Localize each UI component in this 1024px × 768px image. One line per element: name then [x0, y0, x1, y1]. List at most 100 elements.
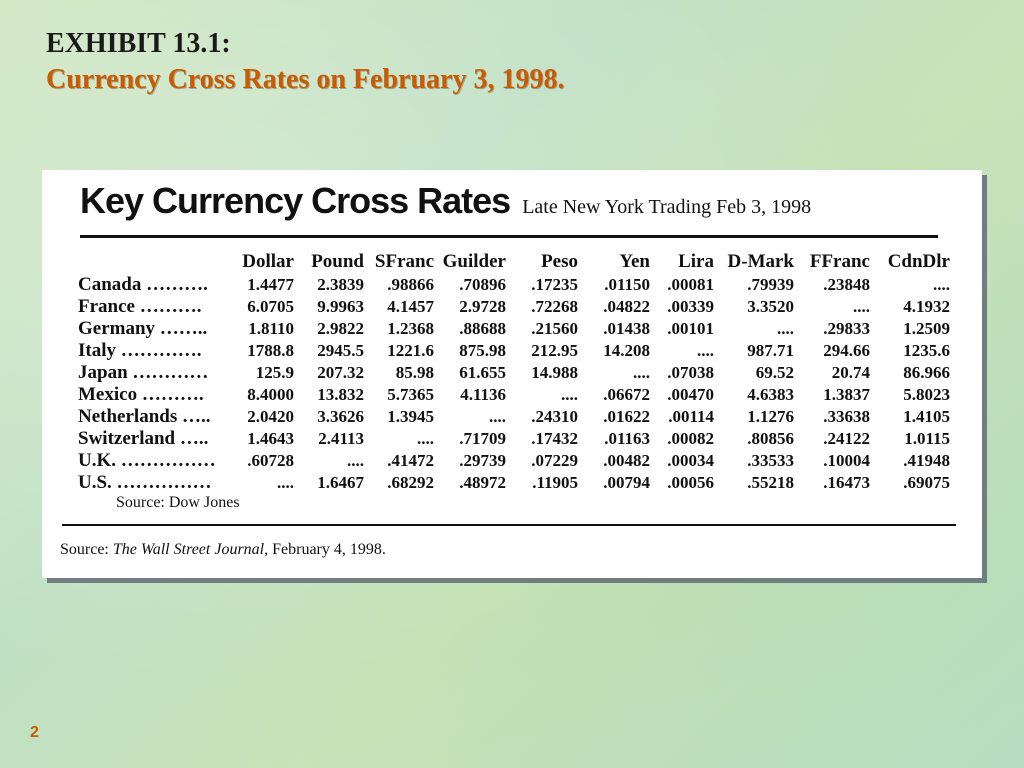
- rate-cell: ....: [561, 385, 578, 404]
- rate-cell: 1.4477: [247, 275, 294, 294]
- table-body: Canada ………. 1.4477 2.3839 .98866 .70896 .1723…: [78, 274, 950, 494]
- rate-cell: .55218: [747, 473, 794, 492]
- exhibit-label: EXHIBIT 13.1:: [46, 28, 231, 59]
- rate-cell: 1.2509: [903, 319, 950, 338]
- rate-cell: 14.988: [531, 363, 578, 382]
- rate-cell: 1.3837: [823, 385, 870, 404]
- rate-cell: .01163: [604, 429, 650, 448]
- table-title: Key Currency Cross Rates: [80, 180, 511, 221]
- top-rule: [80, 235, 938, 238]
- country-cell: Germany ……..: [78, 318, 208, 339]
- table-row: U.S. …………….... 1.6467 .68292 .48972 .11905 .0…: [78, 472, 950, 494]
- rate-cell: ....: [697, 341, 714, 360]
- rate-cell: 5.7365: [387, 385, 434, 404]
- rate-cell: 9.9963: [317, 297, 364, 316]
- rate-cell: 14.208: [603, 341, 650, 360]
- rate-cell: .01438: [603, 319, 650, 338]
- rate-cell: .72268: [531, 297, 578, 316]
- bottom-rule: [62, 524, 956, 526]
- rate-cell: 85.98: [395, 363, 434, 382]
- rate-cell: .48972: [459, 473, 506, 492]
- rate-cell: .23848: [823, 275, 870, 294]
- rate-cell: .68292: [387, 473, 434, 492]
- rate-cell: .04822: [603, 297, 650, 316]
- rate-cell: .06672: [603, 385, 650, 404]
- rate-cell: .24122: [823, 429, 870, 448]
- rate-cell: .00114: [668, 407, 714, 426]
- column-header: CdnDlr: [887, 251, 950, 272]
- cross-rates-table: Dollar Pound SFranc Guilder Peso Yen Lir…: [78, 250, 950, 494]
- rate-cell: 1.0115: [904, 429, 950, 448]
- rate-cell: 5.8023: [903, 385, 950, 404]
- rate-cell: .07229: [531, 451, 578, 470]
- rate-cell: 6.0705: [247, 297, 294, 316]
- rate-cell: .00034: [667, 451, 714, 470]
- table-row: Germany …….. 1.8110 2.9822 1.2368 .88688 .215…: [78, 318, 950, 340]
- table-row: France ………. 6.0705 9.9963 4.1457 2.9728 .7226…: [78, 296, 950, 318]
- source-publication: The Wall Street Journal,: [112, 541, 269, 558]
- rate-cell: .33533: [747, 451, 794, 470]
- rate-cell: .98866: [387, 275, 434, 294]
- rate-cell: .00482: [603, 451, 650, 470]
- rate-cell: .07038: [667, 363, 714, 382]
- rate-cell: 1.8110: [248, 319, 294, 338]
- rate-cell: 86.966: [903, 363, 950, 382]
- rate-cell: 212.95: [531, 341, 578, 360]
- rate-cell: 1788.8: [247, 341, 294, 360]
- rate-cell: .17432: [531, 429, 578, 448]
- rate-cell: .00056: [667, 473, 714, 492]
- rate-cell: ....: [277, 473, 294, 492]
- column-header: FFranc: [809, 251, 870, 272]
- rate-cell: 1221.6: [387, 341, 434, 360]
- rate-cell: .71709: [459, 429, 506, 448]
- column-header: Guilder: [442, 251, 506, 272]
- corner-cell: [78, 250, 234, 274]
- rate-cell: 2945.5: [317, 341, 364, 360]
- country-cell: U.S. ……………: [78, 472, 212, 493]
- column-header: SFranc: [374, 251, 434, 272]
- exhibit-subtitle: Currency Cross Rates on February 3, 1998…: [46, 64, 565, 95]
- rate-cell: .24310: [531, 407, 578, 426]
- country-cell: Italy ………….: [78, 340, 202, 361]
- rate-cell: .00339: [667, 297, 714, 316]
- rate-cell: .00794: [603, 473, 650, 492]
- country-cell: France ……….: [78, 296, 202, 317]
- column-header: Pound: [311, 251, 364, 272]
- rate-cell: ....: [777, 319, 794, 338]
- country-cell: Switzerland …..: [78, 428, 209, 449]
- column-header: Peso: [541, 251, 578, 272]
- rate-cell: 1.3945: [387, 407, 434, 426]
- rate-cell: .29833: [823, 319, 870, 338]
- rate-cell: 1.2368: [387, 319, 434, 338]
- rate-cell: 3.3626: [317, 407, 364, 426]
- rate-cell: .16473: [823, 473, 870, 492]
- rate-cell: 1.1276: [747, 407, 794, 426]
- rate-cell: .70896: [459, 275, 506, 294]
- rate-cell: 61.655: [459, 363, 506, 382]
- rate-cell: .00470: [667, 385, 714, 404]
- table-row: Canada ………. 1.4477 2.3839 .98866 .70896 .1723…: [78, 274, 950, 296]
- rate-cell: 294.66: [823, 341, 870, 360]
- rate-cell: .69075: [903, 473, 950, 492]
- rate-cell: ....: [489, 407, 506, 426]
- table-row: Italy …………. 1788.8 2945.5 1221.6 875.98 212.9…: [78, 340, 950, 362]
- table-row: Netherlands ….. 2.0420 3.3626 1.3945.... .24…: [78, 406, 950, 428]
- rate-cell: .01150: [604, 275, 650, 294]
- rate-cell: 4.6383: [747, 385, 794, 404]
- page-number: 2: [30, 724, 39, 741]
- rate-cell: 875.98: [459, 341, 506, 360]
- rate-cell: 2.3839: [317, 275, 364, 294]
- rate-cell: ....: [633, 363, 650, 382]
- rate-cell: 69.52: [755, 363, 794, 382]
- rate-cell: .17235: [531, 275, 578, 294]
- header-row: Dollar Pound SFranc Guilder Peso Yen Lir…: [78, 250, 950, 274]
- rate-cell: 1235.6: [903, 341, 950, 360]
- table-row: Japan ………… 125.9 207.32 85.98 61.655 14.988..…: [78, 362, 950, 384]
- column-header: D-Mark: [727, 251, 794, 272]
- rate-cell: 4.1457: [387, 297, 434, 316]
- country-cell: Japan …………: [78, 362, 209, 383]
- rate-cell: .29739: [459, 451, 506, 470]
- column-header: Dollar: [242, 251, 294, 272]
- rate-cell: .80856: [747, 429, 794, 448]
- rate-cell: ....: [853, 297, 870, 316]
